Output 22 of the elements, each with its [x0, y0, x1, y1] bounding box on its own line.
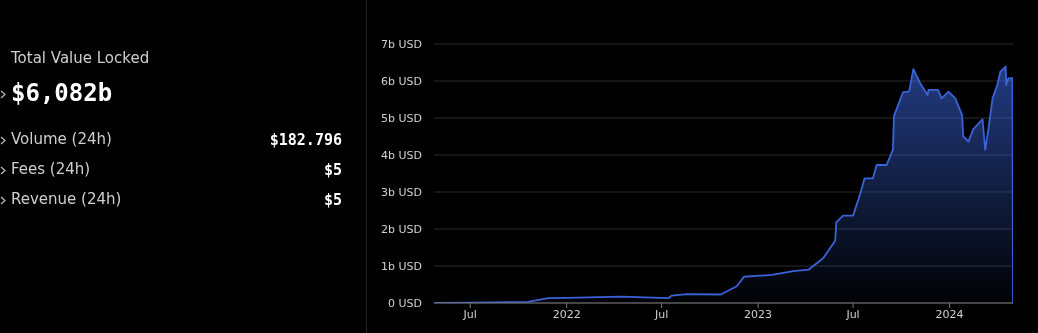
y-tick-label: 6b USD [381, 74, 422, 88]
text: Revenue (24h) [11, 190, 122, 208]
y-tick-label: 1b USD [381, 259, 422, 273]
x-tick-label: 2022 [552, 307, 581, 321]
y-tick-label: 2b USD [381, 222, 422, 236]
y-tick-label: 3b USD [381, 185, 422, 199]
text: Fees (24h) [11, 160, 91, 178]
y-tick-label: 7b USD [381, 37, 422, 51]
y-tick-label: 5b USD [381, 111, 422, 125]
text: $5 [323, 161, 342, 179]
text: Total Value Locked [11, 49, 150, 67]
x-tick-label: Jul [845, 307, 860, 321]
y-tick-label: 0 USD [388, 296, 422, 310]
text: $5 [323, 191, 342, 209]
text: $6,082b [11, 79, 113, 107]
y-tick-label: 4b USD [381, 148, 422, 162]
x-tick-label: Jul [653, 307, 669, 321]
text: Volume (24h) [11, 130, 112, 148]
x-tick-label: Jul [462, 307, 477, 321]
x-tick-label: 2023 [744, 307, 773, 321]
x-tick-label: 2024 [935, 307, 964, 321]
text: $182.796 [269, 131, 342, 149]
